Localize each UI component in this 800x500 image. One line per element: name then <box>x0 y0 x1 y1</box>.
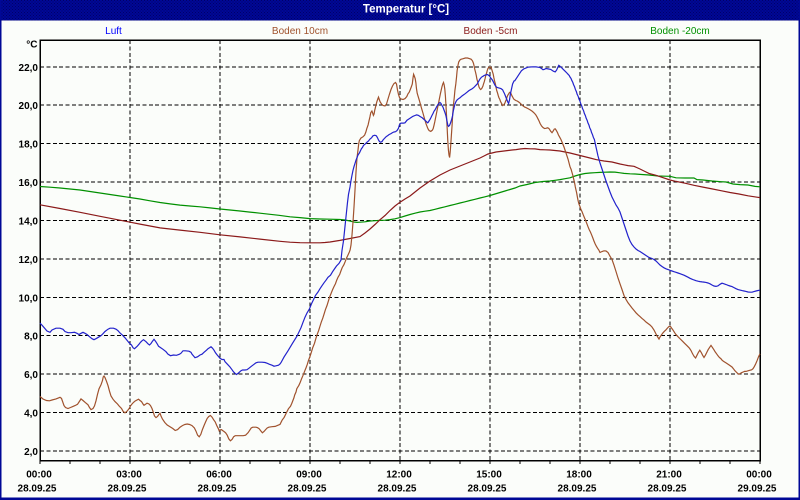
svg-text:12:00: 12:00 <box>386 470 412 481</box>
svg-text:Temperatur [°C]: Temperatur [°C] <box>363 4 449 16</box>
svg-text:28.09.25: 28.09.25 <box>288 484 327 495</box>
svg-text:18,0: 18,0 <box>19 140 39 151</box>
svg-text:Boden -5cm: Boden -5cm <box>464 26 518 37</box>
svg-text:09:00: 09:00 <box>296 470 322 481</box>
svg-text:21:00: 21:00 <box>656 470 682 481</box>
svg-text:28.09.25: 28.09.25 <box>108 484 147 495</box>
svg-text:18:00: 18:00 <box>566 470 592 481</box>
svg-text:28.09.25: 28.09.25 <box>18 484 57 495</box>
svg-text:10,0: 10,0 <box>19 293 39 304</box>
svg-text:28.09.25: 28.09.25 <box>198 484 237 495</box>
svg-text:15:00: 15:00 <box>476 470 502 481</box>
svg-text:28.09.25: 28.09.25 <box>468 484 507 495</box>
svg-text:00:00: 00:00 <box>746 470 772 481</box>
svg-text:6,0: 6,0 <box>24 370 38 381</box>
svg-text:4,0: 4,0 <box>24 409 38 420</box>
svg-text:03:00: 03:00 <box>116 470 142 481</box>
svg-text:°C: °C <box>26 40 37 51</box>
svg-text:14,0: 14,0 <box>19 217 39 228</box>
svg-text:00:00: 00:00 <box>26 470 52 481</box>
svg-text:06:00: 06:00 <box>206 470 232 481</box>
svg-text:28.09.25: 28.09.25 <box>648 484 687 495</box>
svg-text:29.09.25: 29.09.25 <box>738 484 777 495</box>
svg-text:16,0: 16,0 <box>19 178 39 189</box>
svg-text:20,0: 20,0 <box>19 101 39 112</box>
svg-text:Boden -20cm: Boden -20cm <box>650 26 709 37</box>
svg-text:Luft: Luft <box>105 26 122 37</box>
svg-text:2,0: 2,0 <box>24 447 38 458</box>
svg-text:Boden 10cm: Boden 10cm <box>272 26 328 37</box>
svg-text:28.09.25: 28.09.25 <box>378 484 417 495</box>
svg-text:22,0: 22,0 <box>19 63 39 74</box>
svg-text:12,0: 12,0 <box>19 255 39 266</box>
svg-text:28.09.25: 28.09.25 <box>558 484 597 495</box>
svg-text:8,0: 8,0 <box>24 332 38 343</box>
